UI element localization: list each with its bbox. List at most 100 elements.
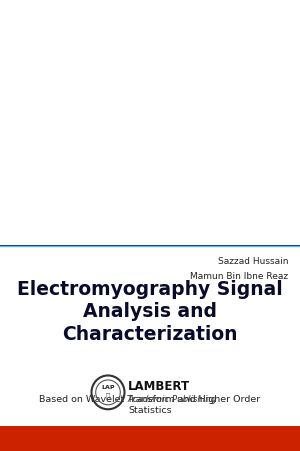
Bar [0,293,300,294]
Bar [0,399,300,401]
Bar [0,338,300,339]
Bar [0,429,300,430]
Bar [0,383,300,384]
Bar [0,422,300,423]
Bar [0,424,300,437]
Bar [0,416,300,417]
Bar [0,397,300,399]
Bar [0,435,300,437]
Bar [0,373,300,375]
Bar [0,361,300,363]
Bar [9,340,291,385]
Bar [0,365,300,367]
Text: LAP: LAP [101,385,115,391]
Bar [0,386,300,387]
Bar [0,442,300,444]
Bar [0,396,300,398]
Bar [0,342,300,343]
Bar [0,388,300,389]
Bar [0,290,300,292]
Bar [0,390,300,391]
Bar [0,371,300,372]
Bar [0,334,300,335]
Bar [0,414,300,416]
Bar [0,343,300,344]
Bar [0,357,300,359]
Text: Based on Wavelet Transform and Higher Order
Statistics: Based on Wavelet Transform and Higher Or… [39,395,261,415]
Bar [0,382,300,383]
Bar [0,446,300,447]
Bar [0,265,300,266]
Bar [0,331,300,332]
Bar [0,336,300,337]
Bar [0,340,300,348]
Bar [0,373,300,374]
Bar [0,406,300,422]
Bar [0,245,300,247]
Bar [0,426,300,451]
Bar [0,267,300,268]
Text: Academic Publishing: Academic Publishing [128,395,217,404]
Bar [0,355,300,357]
Bar [0,336,300,338]
Bar [0,328,300,330]
Bar [0,254,300,256]
Bar [0,294,300,295]
Bar [0,321,300,323]
Bar [0,332,300,334]
Bar [0,258,300,259]
Bar [0,407,300,409]
Bar [0,246,300,451]
Bar [0,323,300,325]
Bar [0,249,300,251]
Bar [0,410,300,411]
Bar [0,417,300,418]
Bar [0,286,300,288]
Bar [0,403,300,405]
Bar [0,401,300,403]
Bar [0,395,300,396]
Bar [0,380,300,381]
Bar [0,299,300,300]
Bar [0,414,300,415]
Bar [0,264,300,265]
Bar [0,387,300,388]
Bar [0,356,300,358]
Bar [0,314,300,316]
Bar [0,428,300,429]
Bar [3,340,297,385]
Bar [0,377,300,379]
Bar [0,301,300,302]
Bar [0,248,300,249]
Bar [0,340,300,341]
Bar [0,394,300,396]
Bar [0,447,300,449]
Bar [0,443,300,445]
Bar [0,419,300,420]
Bar [0,298,300,299]
Bar [0,448,300,450]
Bar [0,410,300,412]
Bar [0,279,300,281]
Bar [0,436,300,437]
Bar [0,349,300,350]
Bar [0,446,300,448]
Bar [0,376,300,377]
Bar [0,295,300,297]
Bar [0,444,300,446]
Bar [0,425,300,426]
Bar [0,351,300,353]
Bar [0,262,300,263]
Text: Electromyography Signal
Analysis and
Characterization: Electromyography Signal Analysis and Cha… [17,280,283,344]
Bar [0,295,300,296]
Bar [0,269,300,271]
Bar [0,322,300,324]
Circle shape [227,259,241,280]
Bar [0,364,300,366]
Bar [0,421,300,422]
Bar [0,270,300,272]
Bar [0,409,300,410]
Text: Sazzad Hussain: Sazzad Hussain [218,257,288,266]
Bar [0,391,300,392]
Bar [0,372,300,373]
